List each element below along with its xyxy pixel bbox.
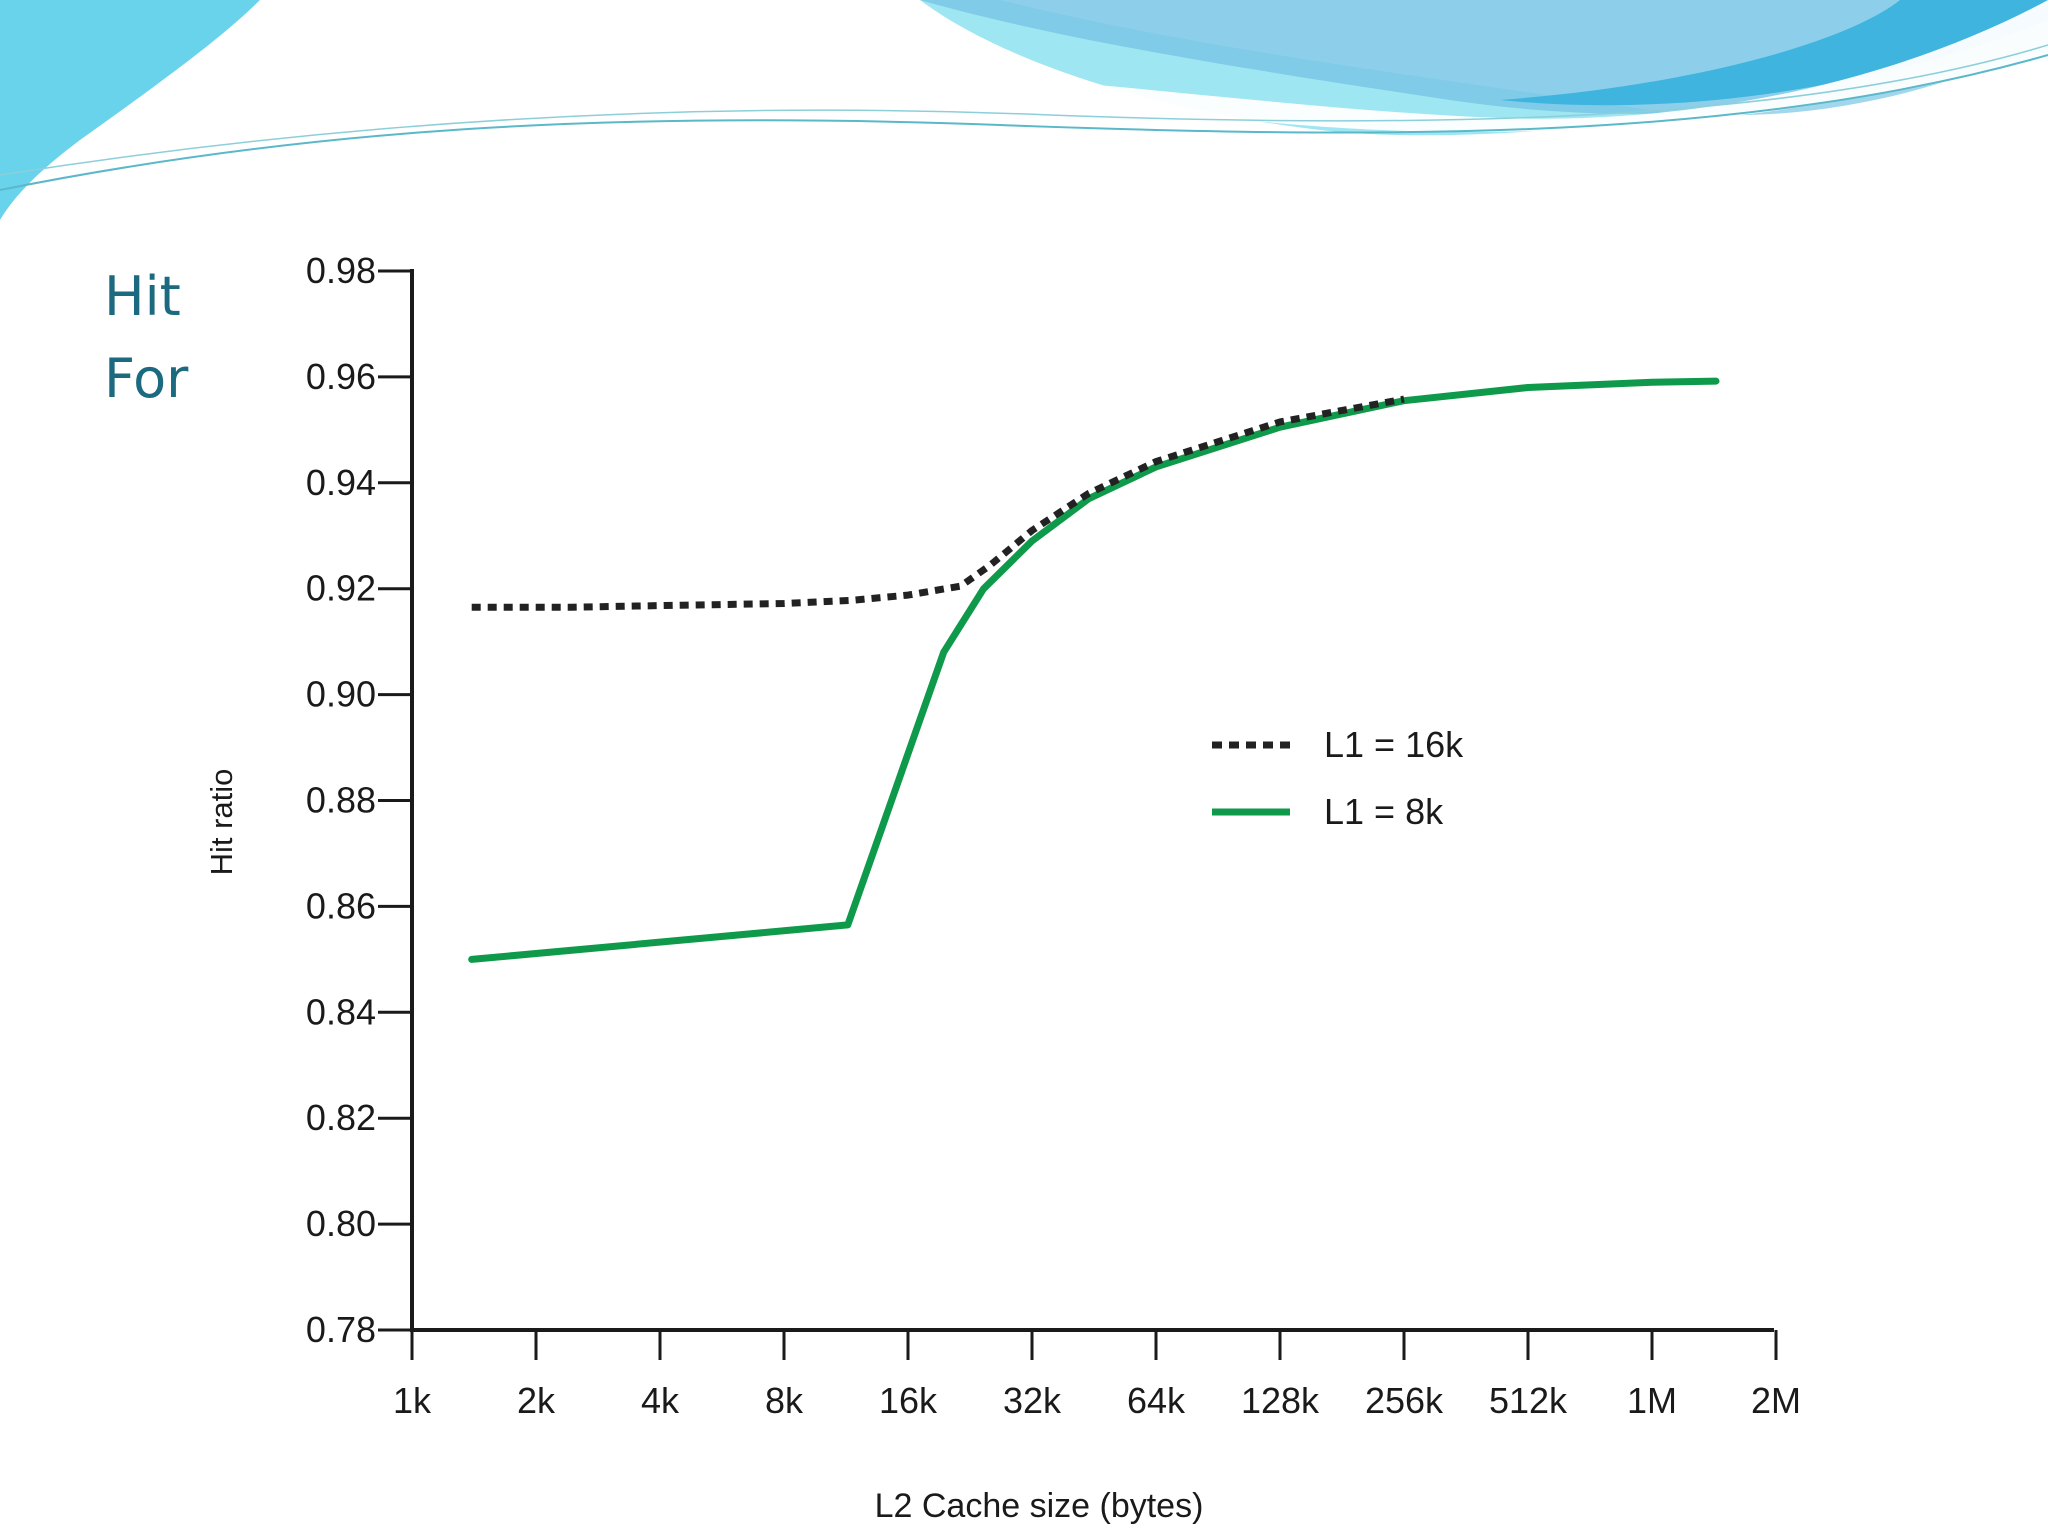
slide-text-line-1: Hit [104,265,181,328]
y-tick-label: 0.94 [306,462,376,503]
y-axis-label: Hit ratio [204,769,239,876]
x-tick-label: 64k [1127,1380,1186,1421]
chart-panel: 0.78 0.80 0.82 0.84 0.86 0.88 0.90 0.92 0.94 0.96… [200,244,1806,1536]
legend-label: L1 = 16k [1324,724,1464,765]
x-tick-label: 1M [1627,1380,1677,1421]
x-tick-label: 2M [1751,1380,1801,1421]
legend: L1 = 16k L1 = 8k [1212,724,1464,832]
x-tick-label: 4k [641,1380,680,1421]
series-line-l1-16k [471,395,1405,611]
x-tick-label: 8k [765,1380,804,1421]
y-tick-label: 0.92 [306,568,376,609]
y-tick-label: 0.98 [306,250,376,291]
y-tick-label: 0.90 [306,674,376,715]
x-axis: 1k 2k 4k 8k 16k 32k 64k 128k 256k 512k 1M 2M [393,1328,1801,1421]
hit-ratio-chart: 0.78 0.80 0.82 0.84 0.86 0.88 0.90 0.92 0.94 0.96… [204,250,1801,1525]
series-line-l1-8k [468,377,1720,963]
x-tick-label: 16k [879,1380,938,1421]
y-tick-label: 0.82 [306,1097,376,1138]
y-tick-label: 0.78 [306,1309,376,1350]
series-layer [468,377,1720,963]
y-tick-label: 0.80 [306,1203,376,1244]
x-tick-label: 512k [1489,1380,1568,1421]
legend-label: L1 = 8k [1324,791,1444,832]
y-axis: 0.78 0.80 0.82 0.84 0.86 0.88 0.90 0.92 0.94 0.96… [306,250,414,1350]
x-tick-label: 128k [1241,1380,1320,1421]
y-tick-label: 0.86 [306,885,376,926]
y-tick-label: 0.88 [306,780,376,821]
y-tick-label: 0.96 [306,356,376,397]
slide-text-line-2: For [104,347,189,410]
x-axis-label: L2 Cache size (bytes) [875,1487,1204,1525]
x-tick-label: 32k [1003,1380,1062,1421]
x-tick-label: 256k [1365,1380,1444,1421]
x-tick-label: 2k [517,1380,556,1421]
x-tick-label: 1k [393,1380,432,1421]
y-tick-label: 0.84 [306,991,376,1032]
